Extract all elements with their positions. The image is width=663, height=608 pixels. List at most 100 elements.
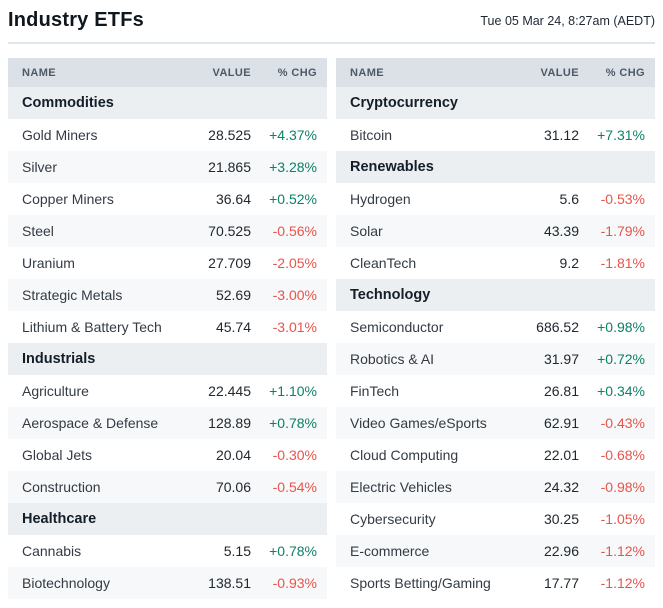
table-row[interactable]: Robotics & AI 31.97 +0.72% [336,343,655,375]
column-header-change: % CHG [277,66,317,79]
etf-value: 686.52 [536,319,579,335]
etf-change: -0.56% [272,223,317,239]
table-row[interactable]: Biotechnology 138.51 -0.93% [8,567,327,599]
etf-value: 9.2 [559,255,579,271]
etf-name: Steel [22,223,54,239]
etf-name: Cybersecurity [350,511,436,527]
etf-name: Cannabis [22,543,82,559]
etf-name: Robotics & AI [350,351,435,367]
section-header: Technology [336,279,655,311]
etf-value: 20.04 [215,447,251,463]
etf-value: 22.01 [543,447,579,463]
table-row[interactable]: Electric Vehicles 24.32 -0.98% [336,471,655,503]
table-row[interactable]: Steel 70.525 -0.56% [8,215,327,247]
column-header-name: NAME [22,66,56,79]
section-header: Renewables [336,151,655,183]
etf-name: Electric Vehicles [350,479,452,495]
etf-value: 22.96 [543,543,579,559]
table-row[interactable]: Gold Miners 28.525 +4.37% [8,119,327,151]
etf-change: +4.37% [269,127,317,143]
etf-value: 28.525 [208,127,251,143]
etf-value: 22.445 [208,383,251,399]
table-row[interactable]: Copper Miners 36.64 +0.52% [8,183,327,215]
etf-value: 45.74 [215,319,251,335]
table-row[interactable]: Cannabis 5.15 +0.78% [8,535,327,567]
etf-change: -0.53% [600,191,645,207]
table-row[interactable]: Construction 70.06 -0.54% [8,471,327,503]
etf-value: 70.525 [208,223,251,239]
etf-name: Biotechnology [22,575,110,591]
etf-change: -0.93% [272,575,317,591]
section-header: Healthcare [8,503,327,535]
etf-change: +7.31% [597,127,645,143]
table-row[interactable]: FinTech 26.81 +0.34% [336,375,655,407]
etf-name: Solar [350,223,383,239]
etf-change: +0.78% [269,543,317,559]
section-header: Industrials [8,343,327,375]
etf-name: Sports Betting/Gaming [350,575,491,591]
etf-change: -1.05% [600,511,645,527]
table-row[interactable]: Aerospace & Defense 128.89 +0.78% [8,407,327,439]
etf-value: 43.39 [543,223,579,239]
etf-value: 30.25 [543,511,579,527]
table-row[interactable]: Uranium 27.709 -2.05% [8,247,327,279]
etf-value: 27.709 [208,255,251,271]
table-header-row: NAME VALUE % CHG [336,58,655,87]
etf-change: +3.28% [269,159,317,175]
widget-header: Industry ETFs Tue 05 Mar 24, 8:27am (AED… [8,0,655,42]
section-header: Commodities [8,87,327,119]
table-row[interactable]: Silver 21.865 +3.28% [8,151,327,183]
table-row[interactable]: Strategic Metals 52.69 -3.00% [8,279,327,311]
table-row[interactable]: Video Games/eSports 62.91 -0.43% [336,407,655,439]
etf-change: +0.52% [269,191,317,207]
column-header-name: NAME [350,66,384,79]
etf-change: -1.12% [600,543,645,559]
etf-value: 70.06 [215,479,251,495]
etf-value: 36.64 [215,191,251,207]
etf-change: -1.12% [600,575,645,591]
etf-name: FinTech [350,383,400,399]
etf-name: Uranium [22,255,75,271]
etf-name: Global Jets [22,447,93,463]
table-body: Commodities Gold Miners 28.525 +4.37% Silver… [8,87,327,599]
etf-change: -0.30% [272,447,317,463]
table-row[interactable]: Solar 43.39 -1.79% [336,215,655,247]
etf-change: -3.01% [272,319,317,335]
etf-name: Construction [22,479,101,495]
etf-value: 31.12 [543,127,579,143]
tables-container: NAME VALUE % CHG Commodities Gold Miners 2… [8,58,655,599]
column-header-value: VALUE [540,66,579,79]
etf-name: Strategic Metals [22,287,123,303]
etf-name: E-commerce [350,543,430,559]
etf-name: Hydrogen [350,191,411,207]
table-row[interactable]: CleanTech 9.2 -1.81% [336,247,655,279]
column-header-value: VALUE [212,66,251,79]
table-row[interactable]: E-commerce 22.96 -1.12% [336,535,655,567]
table-row[interactable]: Sports Betting/Gaming 17.77 -1.12% [336,567,655,599]
section-header: Cryptocurrency [336,87,655,119]
etf-name: CleanTech [350,255,417,271]
etf-value: 26.81 [543,383,579,399]
table-row[interactable]: Cloud Computing 22.01 -0.68% [336,439,655,471]
etf-name: Lithium & Battery Tech [22,319,162,335]
table-body: Cryptocurrency Bitcoin 31.12 +7.31% Renewabl… [336,87,655,599]
table-row[interactable]: Lithium & Battery Tech 45.74 -3.01% [8,311,327,343]
etf-name: Aerospace & Defense [22,415,159,431]
etf-value: 62.91 [543,415,579,431]
etf-change: -0.98% [600,479,645,495]
table-row[interactable]: Bitcoin 31.12 +7.31% [336,119,655,151]
etf-name: Bitcoin [350,127,393,143]
table-row[interactable]: Global Jets 20.04 -0.30% [8,439,327,471]
etf-value: 24.32 [543,479,579,495]
etf-table-right: NAME VALUE % CHG Cryptocurrency Bitcoin 31… [336,58,655,599]
table-row[interactable]: Agriculture 22.445 +1.10% [8,375,327,407]
etf-name: Agriculture [22,383,89,399]
table-row[interactable]: Hydrogen 5.6 -0.53% [336,183,655,215]
etf-change: +1.10% [269,383,317,399]
table-row[interactable]: Semiconductor 686.52 +0.98% [336,311,655,343]
etf-value: 5.6 [559,191,579,207]
table-row[interactable]: Cybersecurity 30.25 -1.05% [336,503,655,535]
etf-change: +0.78% [269,415,317,431]
etf-name: Silver [22,159,58,175]
